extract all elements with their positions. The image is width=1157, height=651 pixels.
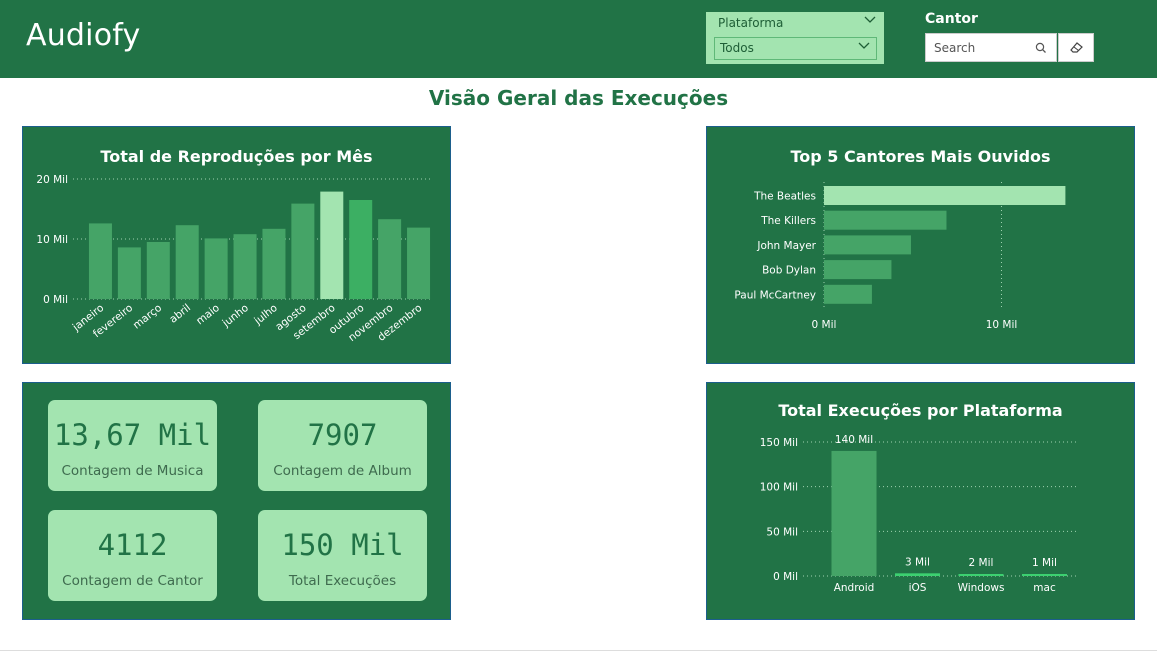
top-singers-panel: Top 5 Cantores Mais Ouvidos 0 Mil 10 Mil T… bbox=[706, 126, 1135, 364]
plataforma-selected-value: Todos bbox=[720, 41, 754, 55]
bar-novembro bbox=[378, 219, 402, 299]
x-tick-label: mac bbox=[1033, 582, 1056, 594]
bar-maio bbox=[204, 238, 228, 299]
kpi-label: Contagem de Album bbox=[273, 463, 412, 479]
bar-janeiro bbox=[88, 223, 112, 299]
bar-abril bbox=[175, 225, 199, 299]
cantor-search-input[interactable] bbox=[926, 34, 1036, 61]
cantor-filter-label: Cantor bbox=[925, 11, 978, 27]
kpi-card-cantor: 4112 Contagem de Cantor bbox=[48, 510, 217, 601]
bar-singer bbox=[824, 235, 911, 255]
platform-chart-title: Total Execuções por Plataforma bbox=[778, 401, 1063, 420]
top-bar: Audiofy Plataforma Todos Cantor bbox=[0, 0, 1157, 78]
app-title: Audiofy bbox=[26, 18, 141, 53]
y-tick-label: 50 Mil bbox=[766, 526, 798, 538]
bar-fevereiro bbox=[117, 247, 141, 299]
bar-agosto bbox=[291, 203, 315, 299]
bar-junho bbox=[233, 234, 257, 299]
kpi-value: 150 Mil bbox=[281, 528, 404, 562]
chevron-down-icon[interactable] bbox=[864, 14, 876, 29]
x-tick-label: 0 Mil bbox=[812, 319, 837, 331]
platform-plays-chart: 0 Mil 50 Mil 100 Mil 150 Mil 140 Mil Android 3… bbox=[760, 434, 1079, 594]
x-tick-label: maio bbox=[194, 302, 222, 327]
plataforma-slicer-label: Plataforma bbox=[718, 16, 784, 30]
plataforma-slicer[interactable]: Plataforma Todos bbox=[706, 12, 884, 64]
bar-mac bbox=[1022, 574, 1067, 576]
kpi-label: Total Execuções bbox=[288, 573, 397, 589]
eraser-icon bbox=[1070, 42, 1083, 53]
x-tick-label: Android bbox=[834, 582, 875, 594]
bar-dezembro bbox=[407, 227, 431, 299]
clear-selection-button[interactable] bbox=[1058, 33, 1094, 62]
monthly-chart-title: Total de Reproduções por Mês bbox=[100, 147, 373, 166]
y-tick-label: 20 Mil bbox=[36, 174, 68, 186]
plataforma-dropdown[interactable]: Todos bbox=[714, 37, 877, 60]
y-tick-label: The Beatles bbox=[753, 191, 816, 203]
y-tick-label: 0 Mil bbox=[773, 571, 798, 583]
bar-singer bbox=[824, 284, 872, 304]
y-tick-label: 0 Mil bbox=[43, 294, 68, 306]
kpi-card-album: 7907 Contagem de Album bbox=[258, 400, 427, 491]
chevron-down-icon[interactable] bbox=[858, 40, 870, 55]
top-singers-chart: 0 Mil 10 Mil The Beatles The Killers John Ma… bbox=[734, 182, 1066, 331]
kpi-card-musica: 13,67 Mil Contagem de Musica bbox=[48, 400, 217, 491]
bar-windows bbox=[958, 574, 1004, 576]
data-label: 3 Mil bbox=[905, 556, 930, 568]
top-singers-title: Top 5 Cantores Mais Ouvidos bbox=[790, 147, 1051, 166]
bar-singer bbox=[824, 210, 947, 230]
x-tick-label: abril bbox=[167, 302, 193, 326]
y-tick-label: 100 Mil bbox=[760, 482, 798, 494]
x-tick-label: junho bbox=[220, 302, 251, 330]
data-label: 140 Mil bbox=[835, 434, 873, 446]
bar-ios bbox=[895, 573, 940, 576]
bar-outubro bbox=[349, 200, 373, 299]
x-tick-label: março bbox=[131, 302, 164, 332]
y-tick-label: Bob Dylan bbox=[762, 265, 816, 277]
x-tick-label: Windows bbox=[958, 582, 1005, 594]
data-label: 1 Mil bbox=[1032, 557, 1057, 569]
platform-panel: Total Execuções por Plataforma 0 Mil 50 M… bbox=[706, 382, 1135, 620]
kpi-label: Contagem de Cantor bbox=[62, 573, 203, 589]
y-tick-label: 150 Mil bbox=[760, 437, 798, 449]
bar-setembro bbox=[320, 191, 344, 299]
kpi-value: 7907 bbox=[307, 418, 378, 452]
kpi-value: 13,67 Mil bbox=[53, 418, 212, 452]
x-tick-label: 10 Mil bbox=[986, 319, 1018, 331]
page-title: Visão Geral das Execuções bbox=[428, 86, 729, 110]
bar-android bbox=[831, 450, 877, 576]
y-tick-label: John Mayer bbox=[756, 240, 816, 252]
y-tick-label: The Killers bbox=[760, 215, 816, 227]
bar-singer bbox=[824, 260, 892, 280]
kpi-value: 4112 bbox=[97, 528, 168, 562]
data-label: 2 Mil bbox=[969, 557, 994, 569]
x-tick-label: iOS bbox=[909, 582, 927, 594]
kpi-card-execucoes: 150 Mil Total Execuções bbox=[258, 510, 427, 601]
kpi-label: Contagem de Musica bbox=[61, 463, 204, 479]
y-tick-label: Paul McCartney bbox=[734, 289, 816, 301]
kpi-panel: 13,67 Mil Contagem de Musica 7907 Contag… bbox=[22, 382, 451, 620]
bar-março bbox=[146, 242, 170, 299]
search-icon[interactable] bbox=[1034, 40, 1048, 54]
y-tick-label: 10 Mil bbox=[36, 234, 68, 246]
cantor-search-box[interactable] bbox=[925, 33, 1057, 62]
monthly-plays-panel: Total de Reproduções por Mês 0 Mil 10 Mil… bbox=[22, 126, 451, 364]
bar-julho bbox=[262, 228, 286, 299]
bar-singer bbox=[824, 186, 1066, 205]
